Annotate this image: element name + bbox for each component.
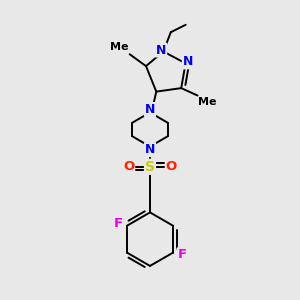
Text: N: N xyxy=(145,143,155,156)
Text: N: N xyxy=(145,103,155,116)
Text: Me: Me xyxy=(110,42,129,52)
Text: O: O xyxy=(123,160,134,173)
Text: F: F xyxy=(178,248,187,261)
Text: N: N xyxy=(156,44,166,56)
Text: S: S xyxy=(145,160,155,174)
Text: F: F xyxy=(113,217,122,230)
Text: Me: Me xyxy=(199,97,217,107)
Text: N: N xyxy=(183,56,193,68)
Text: O: O xyxy=(166,160,177,173)
